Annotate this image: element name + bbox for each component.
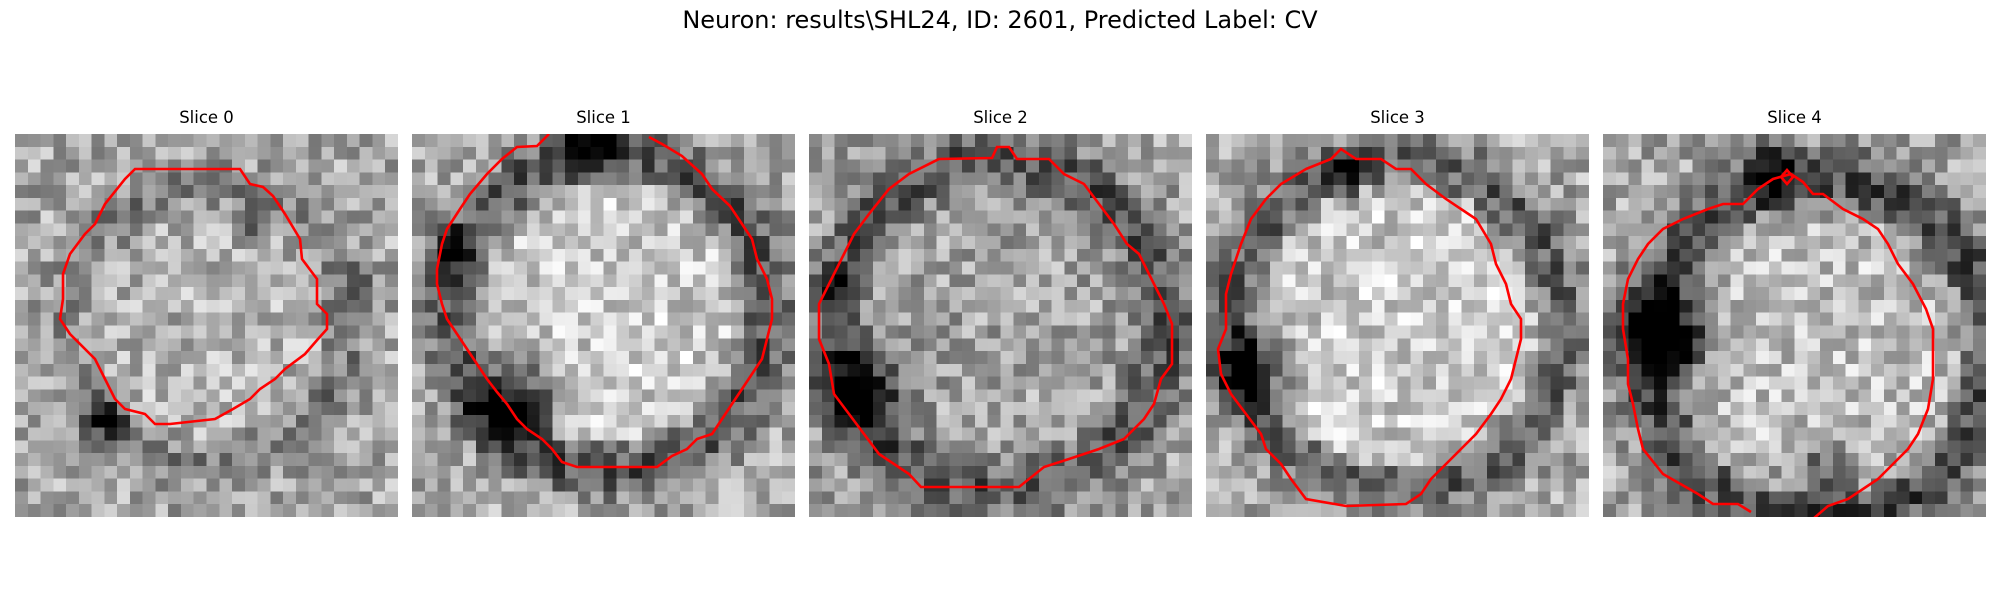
- slice-title: Slice 4: [1603, 108, 1986, 127]
- contour-overlay-0: [15, 134, 398, 517]
- figure-title: Neuron: results\SHL24, ID: 2601, Predict…: [0, 6, 2000, 34]
- segmentation-contour: [60, 169, 327, 424]
- slice-title: Slice 3: [1206, 108, 1589, 127]
- slice-title: Slice 2: [809, 108, 1192, 127]
- contour-overlay-4: [1603, 134, 1986, 517]
- segmentation-contour: [1218, 149, 1521, 506]
- segmentation-contour: [819, 147, 1172, 487]
- contour-overlay-1: [412, 134, 795, 517]
- contour-overlay-3: [1206, 134, 1589, 517]
- contour-overlay-2: [809, 134, 1192, 517]
- segmentation-contour: [1623, 174, 1933, 517]
- segmentation-contour: [437, 134, 772, 467]
- slice-title: Slice 1: [412, 108, 795, 127]
- slice-title: Slice 0: [15, 108, 398, 127]
